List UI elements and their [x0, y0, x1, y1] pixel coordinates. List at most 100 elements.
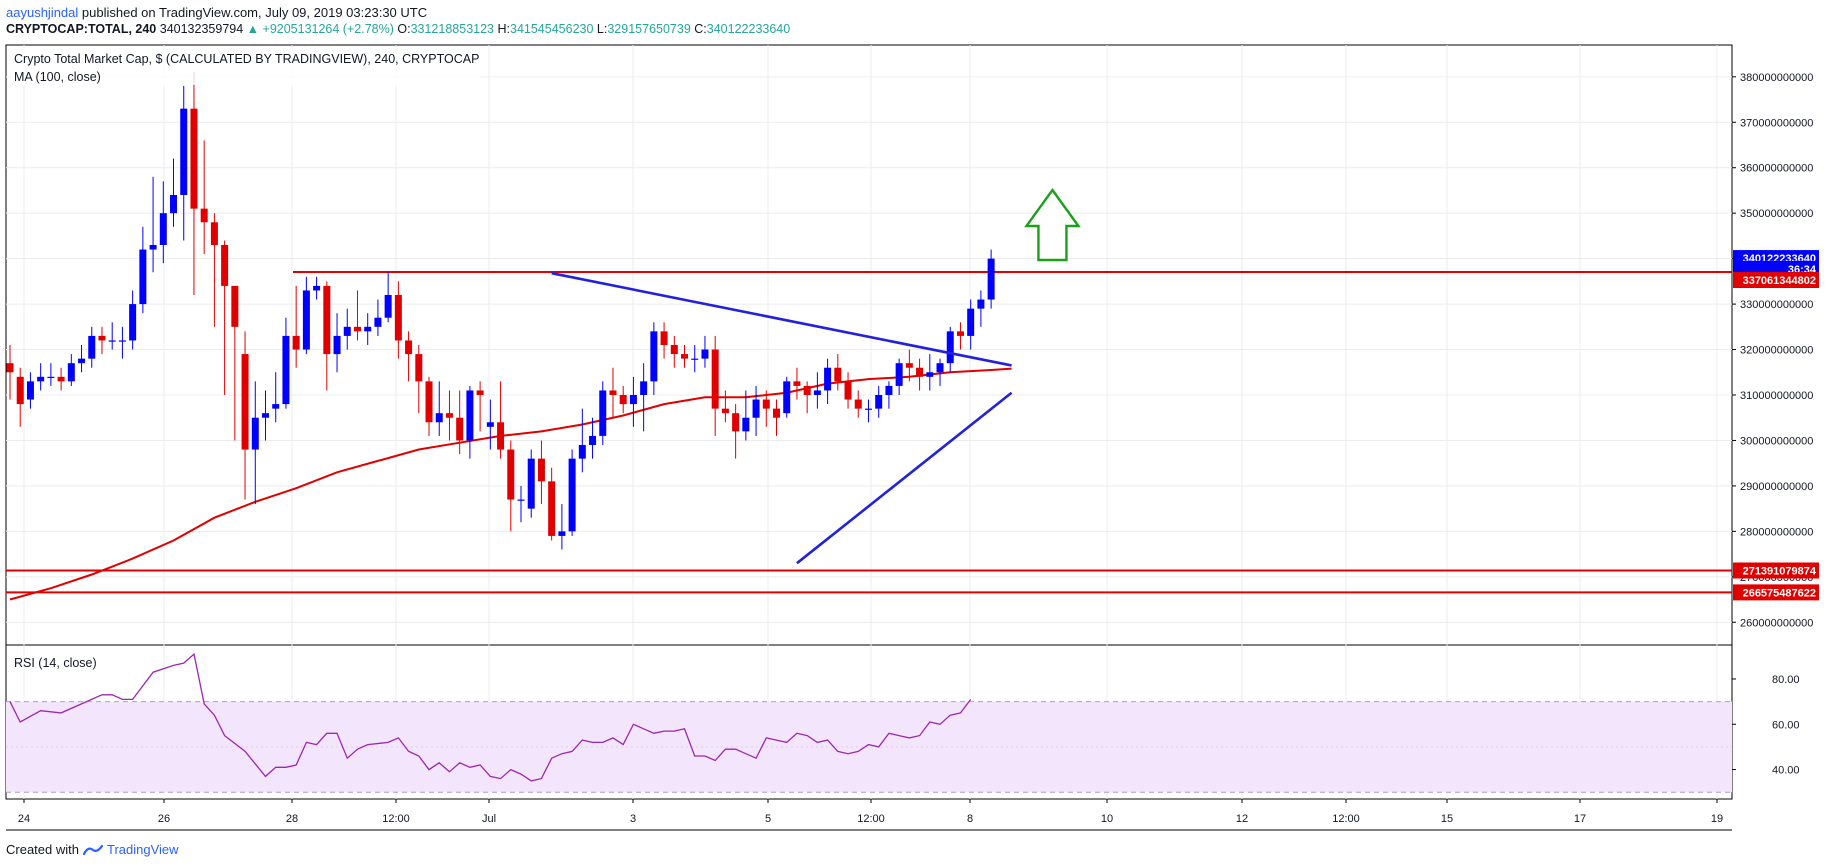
candle [926, 354, 934, 391]
trendlines-layer [551, 271, 1013, 565]
candle [732, 404, 740, 459]
candle [456, 390, 464, 455]
candle-body [548, 481, 556, 536]
time-tick-label: 15 [1441, 813, 1453, 825]
candle [343, 308, 351, 350]
candle-body [507, 449, 515, 500]
tradingview-brand-link[interactable]: TradingView [106, 842, 179, 857]
time-axis[interactable]: 24 26 28 12:00 Jul 3 5 12:00 8 10 12 12:00 15 17 19 [18, 799, 1723, 825]
candle [159, 181, 167, 264]
candle-body [292, 335, 300, 350]
published-text: published on TradingView.com, July 09, 2… [81, 5, 428, 20]
candle-body [37, 376, 45, 382]
price-tag [1733, 584, 1819, 601]
candle-body [170, 195, 178, 214]
candle [190, 72, 198, 295]
candle [956, 322, 964, 350]
candle [384, 272, 392, 323]
legend-backdrop [10, 49, 480, 85]
candle [292, 285, 300, 368]
candle-body [773, 408, 780, 418]
candle [905, 349, 913, 382]
high-label: H: [497, 22, 511, 36]
low-value: 329157650739 [607, 22, 691, 36]
price-tick-label: 260000000000 [1740, 617, 1813, 629]
symbol-name: CRYPTOCAP:TOTAL, 240 [6, 22, 157, 36]
candle [773, 399, 780, 436]
candle-body [231, 285, 239, 327]
candle-body [558, 531, 566, 536]
price-tags: 34012223364036:3433706134480227139107987… [1733, 250, 1819, 601]
price-pane[interactable] [5, 44, 1733, 646]
candle [78, 345, 86, 373]
price-tick-label: 300000000000 [1740, 435, 1813, 447]
candle-body [353, 326, 361, 332]
candle-body [905, 363, 913, 368]
candle-body [619, 395, 627, 405]
candle [272, 372, 280, 423]
rsi-axis[interactable]: 40.00 60.00 80.00 [1732, 674, 1800, 777]
candle-body [762, 399, 770, 409]
candle [681, 345, 689, 368]
created-with-text: Created with [6, 842, 79, 857]
candle [640, 363, 648, 432]
candle [415, 345, 423, 414]
candle-body [67, 363, 75, 382]
price-axis[interactable]: 2600000000002700000000002800000000002900… [1732, 72, 1813, 629]
candle-body [956, 331, 964, 336]
rsi-legend: RSI (14, close) [14, 656, 97, 670]
time-tick-label: 26 [158, 813, 170, 825]
author-link[interactable]: aayushjindal [6, 5, 79, 20]
candle-body [302, 290, 310, 350]
low-label: L: [596, 22, 608, 36]
candle-body [445, 413, 453, 418]
candle-body [251, 417, 259, 450]
candle [221, 240, 229, 395]
candle-body [415, 354, 423, 382]
candle-body [681, 354, 689, 359]
candle [670, 335, 678, 368]
candle-body [57, 376, 65, 382]
candle [711, 335, 719, 436]
candle-body [967, 308, 975, 336]
candle-body [272, 404, 280, 409]
candle [548, 467, 556, 541]
time-tick-label: 3 [630, 813, 636, 825]
last-price: 340132359794 [159, 22, 244, 36]
candle [57, 367, 65, 391]
candle-body [895, 363, 903, 386]
candle-body [916, 367, 924, 377]
candle-body [660, 331, 668, 345]
open-value: 331218853123 [410, 22, 495, 36]
candle-body [537, 458, 545, 482]
candle [302, 276, 310, 355]
time-tick-label: 8 [967, 813, 973, 825]
candle-body [640, 381, 648, 395]
trendline [551, 271, 1012, 367]
candle [946, 326, 954, 373]
candle-body [609, 390, 617, 395]
time-tick-label: 12:00 [857, 813, 885, 825]
candle-body [221, 245, 229, 286]
candle-body [313, 285, 321, 291]
candle-body [721, 408, 729, 414]
price-tick-label: 380000000000 [1740, 72, 1813, 84]
candles-layer [6, 72, 995, 550]
candle [394, 281, 402, 359]
candle-body [742, 417, 750, 432]
candle-body [589, 435, 597, 445]
candle-body [732, 413, 740, 432]
candle [558, 504, 566, 550]
candle-body [108, 340, 116, 342]
candle [824, 358, 832, 405]
candle [507, 440, 515, 532]
candle [497, 381, 505, 459]
grid-lines [6, 45, 1732, 799]
candle-body [374, 317, 382, 327]
candle-body [987, 258, 995, 300]
candle [854, 390, 862, 418]
candle [67, 354, 75, 386]
candle [721, 390, 729, 423]
candle-body [98, 335, 106, 341]
